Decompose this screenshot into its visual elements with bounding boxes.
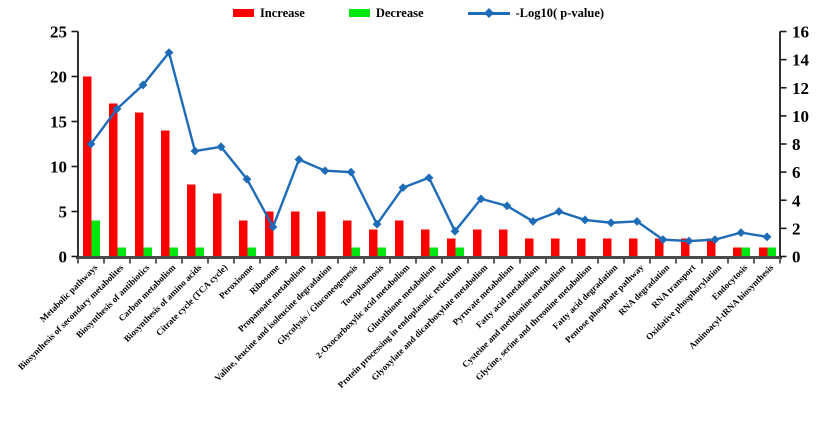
- increase-bar: [213, 193, 222, 257]
- increase-swatch: [232, 9, 254, 17]
- increase-bar: [291, 211, 300, 257]
- pvalue-point: [528, 216, 538, 226]
- increase-bar: [395, 220, 404, 257]
- decrease-bar: [91, 220, 100, 257]
- pvalue-point: [658, 235, 668, 245]
- pvalue-point: [502, 201, 512, 211]
- pvalue-point: [164, 48, 174, 57]
- increase-bar: [629, 238, 638, 257]
- legend-label-increase: Increase: [259, 5, 305, 20]
- increase-bar: [317, 211, 326, 257]
- decrease-swatch: [348, 9, 370, 17]
- x-axis-label: Protein processing in endoplasmic reticu…: [336, 262, 464, 390]
- legend-label-pvalue: -Log10( p-value): [515, 5, 605, 20]
- pvalue-point: [450, 226, 460, 236]
- pvalue-point: [476, 194, 486, 204]
- x-axis-label: Biosynthesis of secondary metabolites: [16, 262, 126, 372]
- y-right-tick-label: 8: [792, 135, 801, 154]
- pvalue-point: [138, 80, 148, 90]
- pvalue-point: [294, 155, 304, 164]
- decrease-bar: [195, 247, 204, 257]
- pvalue-point: [86, 139, 96, 149]
- y-right-tick-label: 14: [792, 51, 810, 70]
- y-right-tick-label: 2: [792, 219, 801, 238]
- pvalue-point: [320, 166, 330, 176]
- increase-bar: [551, 238, 560, 257]
- pvalue-point: [398, 183, 408, 192]
- pvalue-point: [632, 216, 642, 226]
- increase-bar: [733, 247, 742, 257]
- pvalue-point: [580, 215, 590, 225]
- pvalue-point: [268, 222, 278, 232]
- pvalue-point: [684, 236, 694, 246]
- decrease-bar: [455, 247, 464, 257]
- decrease-bar: [377, 247, 386, 257]
- pvalue-point: [190, 146, 200, 156]
- increase-bar: [681, 238, 690, 257]
- decrease-bar: [351, 247, 360, 257]
- y-right-tick-label: 10: [792, 107, 809, 126]
- increase-bar: [473, 229, 482, 257]
- legend-item-pvalue: -Log10( p-value): [467, 5, 605, 21]
- increase-bar: [369, 229, 378, 257]
- y-left-tick-label: 25: [50, 23, 67, 42]
- y-left-tick-label: 0: [59, 248, 68, 267]
- pvalue-point: [736, 228, 746, 237]
- pvalue-point: [346, 167, 356, 177]
- y-left-tick-label: 10: [50, 158, 67, 177]
- increase-bar: [421, 229, 430, 257]
- legend-item-decrease: Decrease: [348, 5, 424, 21]
- increase-bar: [759, 247, 768, 257]
- legend-item-increase: Increase: [232, 5, 305, 21]
- y-right-tick-label: 16: [792, 23, 809, 42]
- increase-bar: [447, 238, 456, 257]
- decrease-bar: [429, 247, 438, 257]
- increase-bar: [343, 220, 352, 257]
- pvalue-point: [216, 142, 226, 152]
- decrease-bar: [143, 247, 152, 257]
- y-left-tick-label: 15: [50, 113, 67, 132]
- pvalue-point: [606, 218, 616, 228]
- y-right-tick-label: 12: [792, 79, 809, 98]
- pvalue-point: [372, 219, 382, 229]
- decrease-bar: [741, 247, 750, 257]
- decrease-bar: [117, 247, 126, 257]
- increase-bar: [577, 238, 586, 257]
- legend-label-decrease: Decrease: [375, 5, 424, 20]
- decrease-bar: [767, 247, 776, 257]
- increase-bar: [707, 238, 716, 257]
- y-right-tick-label: 0: [792, 248, 801, 267]
- increase-bar: [265, 211, 274, 257]
- y-right-tick-label: 6: [792, 163, 801, 182]
- pvalue-point: [554, 207, 564, 216]
- increase-bar: [187, 184, 196, 257]
- increase-bar: [655, 238, 664, 257]
- increase-bar: [109, 103, 118, 257]
- pvalue-point: [242, 174, 252, 184]
- increase-bar: [499, 229, 508, 257]
- increase-bar: [83, 76, 92, 257]
- decrease-bar: [169, 247, 178, 257]
- pvalue-point: [762, 232, 772, 242]
- pvalue-point: [710, 235, 720, 245]
- increase-bar: [161, 130, 170, 257]
- increase-bar: [603, 238, 612, 257]
- y-left-tick-label: 20: [50, 68, 67, 87]
- decrease-bar: [247, 247, 256, 257]
- increase-bar: [525, 238, 534, 257]
- increase-bar: [135, 112, 144, 257]
- increase-bar: [239, 220, 248, 257]
- pvalue-point: [112, 104, 122, 114]
- pvalue-point: [424, 173, 434, 183]
- pvalue-line-swatch: [467, 8, 510, 18]
- y-left-tick-label: 5: [59, 203, 68, 222]
- chart-legend: Increase Decrease -Log10( p-value): [0, 4, 837, 22]
- y-right-tick-label: 4: [792, 191, 801, 210]
